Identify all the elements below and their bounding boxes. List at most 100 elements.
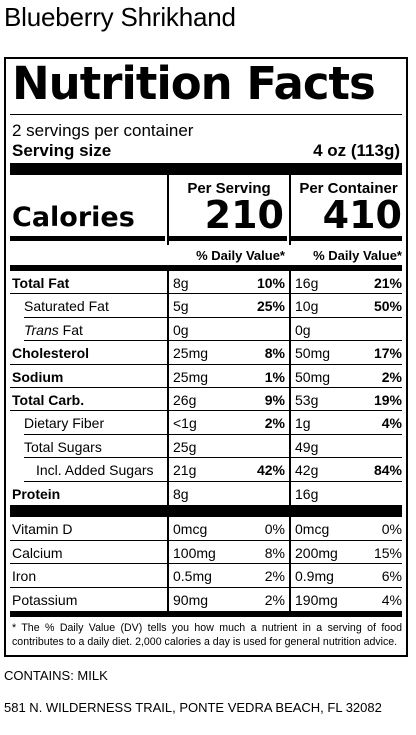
table-row: Saturated Fat 5g 25% 10g 50% [6, 294, 406, 318]
product-title: Blueberry Shrikhand [4, 2, 236, 32]
row-divider [10, 563, 402, 564]
amount-per-container: 50mg [295, 368, 331, 385]
amount-per-container: 49g [295, 438, 319, 455]
dv-per-serving: 25% [256, 298, 285, 315]
calories-per-serving: 210 [204, 193, 284, 237]
footnote: * The % Daily Value (DV) tells you how m… [12, 622, 402, 648]
thick-divider [169, 236, 287, 241]
dv-per-container: 50% [373, 298, 402, 315]
amount-per-container: 0.9mg [295, 568, 334, 584]
amount-per-serving: 25mg [173, 368, 209, 385]
table-row: Calcium 100mg 8% 200mg 15% [6, 541, 406, 564]
table-row: Total Fat 8g 10% 16g 21% [6, 271, 406, 295]
dv-per-serving: 2% [264, 591, 285, 608]
amount-per-serving: 0.5mg [173, 568, 212, 584]
dv-per-serving: 8% [264, 544, 285, 561]
calories-underline [10, 236, 165, 241]
nutrient-label: Protein [12, 485, 61, 502]
nutrient-label: Sodium [12, 368, 64, 385]
table-row: Dietary Fiber <1g 2% 1g 4% [6, 411, 406, 435]
amount-per-serving: 0g [173, 321, 189, 338]
thick-divider [10, 163, 402, 175]
row-divider [24, 340, 402, 342]
calories-per-container: 410 [322, 193, 402, 237]
amount-per-container: 53g [295, 392, 319, 408]
column-divider [289, 175, 291, 245]
amount-per-container: 10g [295, 298, 319, 315]
amount-per-serving: 8g [173, 275, 189, 291]
row-divider [24, 480, 402, 482]
thick-divider [10, 611, 402, 617]
row-divider [24, 457, 402, 459]
row-divider [10, 539, 402, 541]
serving-size-label: Serving size [12, 141, 112, 160]
row-divider [10, 586, 402, 588]
dv-per-serving: 1% [264, 368, 285, 385]
table-row: Protein 8g 16g [6, 482, 406, 505]
dv-per-container: 84% [373, 462, 402, 479]
table-row: Potassium 90mg 2% 190mg 4% [6, 588, 406, 612]
address: 581 N. WILDERNESS TRAIL, PONTE VEDRA BEA… [4, 700, 382, 715]
dv-per-container: 21% [373, 275, 402, 291]
dv-per-serving: 2% [264, 568, 285, 584]
amount-per-serving: 5g [173, 298, 189, 315]
servings-per-container: 2 servings per container [12, 121, 194, 140]
dv-per-container: 15% [373, 544, 402, 561]
nutrient-label: Potassium [12, 591, 78, 608]
dv-per-container: 4% [381, 415, 402, 432]
dv-per-container: 2% [381, 368, 402, 385]
nutrient-label: Iron [12, 568, 37, 584]
amount-per-container: 0mcg [295, 521, 330, 537]
amount-per-serving: 8g [173, 485, 189, 502]
row-divider [10, 410, 402, 412]
amount-per-container: 0g [295, 321, 311, 338]
table-row: Vitamin D 0mcg 0% 0mcg 0% [6, 517, 406, 541]
calories-label: Calories [12, 202, 135, 233]
amount-per-serving: 25mg [173, 345, 209, 362]
amount-per-container: 50mg [295, 345, 331, 362]
nutrient-label: Dietary Fiber [24, 415, 105, 432]
serving-size-value: 4 oz (113g) [313, 141, 400, 160]
amount-per-serving: 90mg [173, 591, 209, 608]
row-divider [10, 386, 402, 388]
thick-divider [291, 236, 402, 241]
nutrient-label: Cholesterol [12, 345, 90, 362]
dv-per-serving: 2% [264, 415, 285, 432]
nutrient-label: Saturated Fat [24, 298, 109, 315]
dv-per-container: 4% [381, 591, 402, 608]
nutrient-label: Trans Fat [24, 321, 83, 338]
table-row: Cholesterol 25mg 8% 50mg 17% [6, 341, 406, 365]
dv-per-serving: 8% [264, 345, 285, 362]
per-serving-header: Per Serving [187, 180, 271, 197]
dv-per-container: 6% [381, 568, 402, 584]
dv-per-container: 17% [373, 345, 402, 362]
nutrient-label: Incl. Added Sugars [36, 462, 154, 479]
amount-per-container: 16g [295, 275, 319, 291]
table-row: Total Sugars 25g 49g [6, 435, 406, 459]
nutrient-label: Total Sugars [24, 438, 102, 455]
dv-per-container: 19% [373, 392, 402, 408]
amount-per-serving: 26g [173, 392, 197, 408]
nutrient-label: Total Fat [12, 275, 70, 291]
row-divider [24, 433, 402, 435]
dv-header-serving: % Daily Value* [196, 248, 285, 263]
allergen-statement: CONTAINS: MILK [4, 668, 108, 683]
dv-per-serving: 10% [256, 275, 285, 291]
thick-divider [10, 505, 402, 517]
row-divider [10, 293, 402, 295]
thick-divider [10, 265, 402, 271]
amount-per-container: 1g [295, 415, 311, 432]
dv-per-container: 0% [381, 521, 402, 537]
nutrition-facts-heading: Nutrition Facts [12, 57, 376, 110]
nutrient-label: Vitamin D [12, 521, 73, 537]
row-divider [10, 363, 402, 365]
amount-per-container: 200mg [295, 544, 338, 561]
dv-header-container: % Daily Value* [313, 248, 402, 263]
amount-per-container: 42g [295, 462, 319, 479]
table-row: Trans Fat 0g 0g [6, 318, 406, 342]
amount-per-container: 16g [295, 485, 319, 502]
divider [10, 114, 402, 115]
column-divider [167, 271, 169, 617]
table-row: Sodium 25mg 1% 50mg 2% [6, 365, 406, 388]
column-divider [167, 175, 169, 245]
